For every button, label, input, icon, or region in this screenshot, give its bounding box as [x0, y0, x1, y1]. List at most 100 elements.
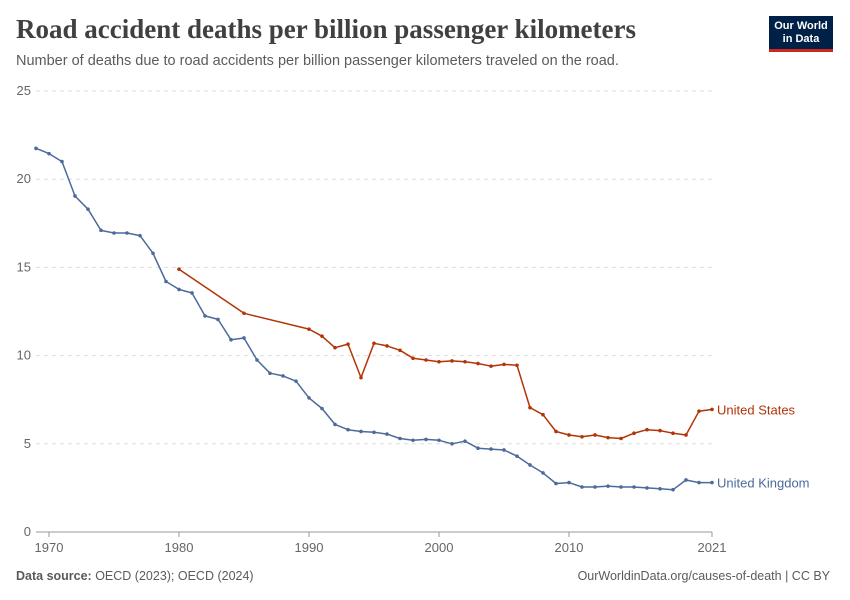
data-point-united-kingdom	[229, 337, 233, 342]
data-point-united-states	[476, 361, 480, 366]
logo-line-1: Our World	[774, 20, 828, 32]
data-point-united-states	[658, 428, 662, 433]
data-point-united-kingdom	[697, 480, 701, 485]
data-point-united-states	[320, 334, 324, 338]
y-tick-label: 25	[17, 83, 31, 98]
data-point-united-states	[463, 359, 467, 364]
data-point-united-states	[710, 407, 714, 412]
data-point-united-kingdom	[671, 487, 675, 492]
data-point-united-states	[489, 364, 493, 368]
data-point-united-kingdom	[125, 231, 129, 235]
data-point-united-kingdom	[216, 317, 220, 322]
data-point-united-kingdom	[268, 371, 272, 376]
data-point-united-kingdom	[60, 159, 64, 164]
data-source-text[interactable]: OECD (2023); OECD (2024)	[91, 569, 254, 583]
data-point-united-states	[671, 431, 675, 436]
data-point-united-kingdom	[320, 406, 324, 411]
data-point-united-kingdom	[541, 471, 545, 475]
data-point-united-states	[307, 327, 311, 331]
y-tick-label: 10	[17, 348, 31, 363]
data-point-united-kingdom	[567, 480, 571, 485]
data-point-united-kingdom	[86, 207, 90, 211]
data-point-united-states	[333, 345, 337, 350]
data-point-united-kingdom	[463, 439, 467, 443]
data-point-united-kingdom	[502, 448, 506, 452]
data-point-united-states	[372, 341, 376, 346]
data-point-united-states	[359, 375, 363, 380]
data-point-united-kingdom	[112, 231, 116, 235]
data-point-united-kingdom	[593, 485, 597, 489]
data-point-united-kingdom	[99, 228, 103, 233]
data-point-united-kingdom	[177, 287, 181, 292]
data-point-united-kingdom	[437, 438, 441, 443]
data-point-united-kingdom	[411, 438, 415, 443]
data-point-united-kingdom	[164, 279, 168, 284]
series-label-united-kingdom: United Kingdom	[717, 476, 810, 491]
x-tick-label: 2000	[425, 540, 454, 555]
data-point-united-kingdom	[47, 151, 51, 156]
data-point-united-states	[645, 427, 649, 432]
data-point-united-states	[567, 433, 571, 437]
our-world-in-data-logo[interactable]: Our World in Data	[769, 16, 833, 52]
data-point-united-states	[515, 363, 519, 368]
data-point-united-kingdom	[398, 436, 402, 441]
data-point-united-kingdom	[606, 484, 610, 488]
data-point-united-kingdom	[294, 379, 298, 383]
data-point-united-states	[593, 433, 597, 437]
data-point-united-kingdom	[372, 430, 376, 435]
data-point-united-states	[437, 359, 441, 364]
data-point-united-kingdom	[528, 463, 532, 467]
data-point-united-kingdom	[684, 478, 688, 482]
data-point-united-kingdom	[151, 251, 155, 256]
x-tick-label: 1970	[35, 540, 64, 555]
data-point-united-states	[385, 344, 389, 348]
data-point-united-kingdom	[346, 427, 350, 432]
data-point-united-kingdom	[359, 429, 363, 434]
x-tick-label: 2021	[698, 540, 727, 555]
data-point-united-states	[580, 434, 584, 439]
data-point-united-states	[242, 311, 246, 316]
data-point-united-kingdom	[580, 485, 584, 489]
footer-link[interactable]: OurWorldinData.org/causes-of-death | CC …	[577, 569, 830, 583]
data-point-united-kingdom	[424, 437, 428, 442]
x-tick-label: 2010	[555, 540, 584, 555]
data-point-united-kingdom	[476, 446, 480, 451]
data-point-united-states	[502, 362, 506, 367]
data-point-united-states	[541, 412, 545, 417]
logo-line-2: in Data	[782, 33, 820, 45]
data-point-united-states	[619, 436, 623, 441]
data-point-united-kingdom	[281, 374, 285, 378]
series-label-united-states: United States	[717, 402, 796, 417]
data-point-united-kingdom	[658, 486, 662, 491]
data-point-united-states	[346, 342, 350, 346]
chart-subtitle: Number of deaths due to road accidents p…	[16, 53, 619, 69]
data-point-united-kingdom	[632, 485, 636, 489]
data-point-united-states	[450, 359, 454, 363]
data-point-united-kingdom	[645, 486, 649, 490]
data-point-united-kingdom	[710, 480, 714, 485]
data-point-united-kingdom	[203, 314, 207, 318]
y-tick-label: 0	[24, 524, 31, 539]
data-point-united-kingdom	[489, 447, 493, 451]
y-tick-label: 15	[17, 259, 31, 274]
data-point-united-states	[632, 431, 636, 436]
data-point-united-kingdom	[333, 422, 337, 427]
data-point-united-kingdom	[554, 481, 558, 486]
data-point-united-kingdom	[307, 396, 311, 400]
data-point-united-states	[606, 435, 610, 440]
data-point-united-states	[424, 358, 428, 362]
x-tick-label: 1980	[165, 540, 194, 555]
data-point-united-states	[411, 356, 415, 361]
chart-title: Road accident deaths per billion passeng…	[16, 14, 637, 44]
data-point-united-states	[177, 267, 181, 271]
data-point-united-kingdom	[450, 442, 454, 446]
data-source: Data source: OECD (2023); OECD (2024)	[16, 569, 254, 583]
data-point-united-kingdom	[138, 233, 142, 238]
x-tick-label: 1990	[295, 540, 324, 555]
data-point-united-states	[398, 348, 402, 353]
series-line-united-states	[178, 268, 713, 440]
data-source-label: Data source:	[16, 569, 92, 583]
data-point-united-states	[684, 433, 688, 437]
data-point-united-kingdom	[515, 454, 519, 458]
